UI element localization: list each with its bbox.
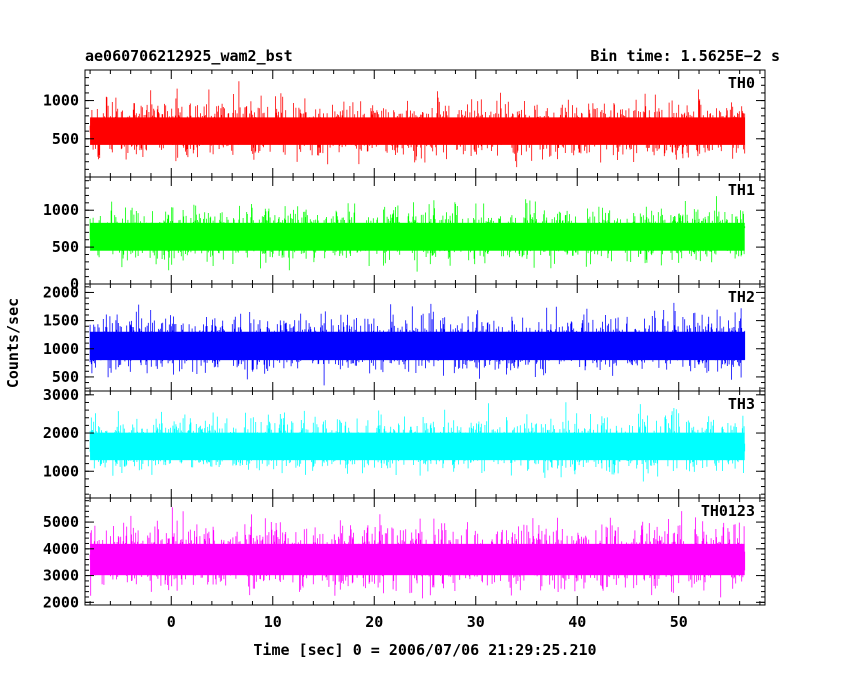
chart-title: ae060706212925_wam2_bst — [85, 47, 293, 65]
y-axis-label: Counts/sec — [4, 298, 22, 388]
panel-name-label: TH1 — [728, 181, 755, 199]
x-axis-label: Time [sec] 0 = 2006/07/06 21:29:25.210 — [253, 641, 596, 659]
y-tick-label: 500 — [52, 238, 79, 256]
y-tick-label: 3000 — [43, 567, 79, 585]
y-tick-label: 1000 — [43, 340, 79, 358]
series-th0 — [89, 81, 746, 168]
panel-th3: 1000 2000 3000 TH3 — [43, 386, 766, 499]
series-th3 — [89, 402, 746, 482]
y-tick-label: 2000 — [43, 593, 79, 611]
y-tick-label: 500 — [52, 130, 79, 148]
x-tick-label: 50 — [670, 613, 688, 631]
y-tick-label: 1000 — [43, 462, 79, 480]
panel-frame — [84, 497, 766, 606]
y-tick-label: 4000 — [43, 540, 79, 558]
y-tick-label: 500 — [52, 368, 79, 386]
y-tick-label: 1000 — [43, 201, 79, 219]
panel-th0123: 2000 3000 4000 5000 TH0123 — [43, 497, 766, 611]
y-tick-label: 0 — [70, 275, 79, 293]
y-tick-label: 2000 — [43, 283, 79, 301]
panel-name-label: TH2 — [728, 288, 755, 306]
series-th0123 — [89, 507, 746, 599]
y-tick-label: 3000 — [43, 386, 79, 404]
y-tick-label: 1000 — [43, 92, 79, 110]
panel-name-label: TH3 — [728, 395, 755, 413]
series-th1 — [89, 196, 746, 272]
series-th2 — [89, 302, 746, 386]
panel-th0: 500 1000 TH0 — [43, 69, 766, 178]
panel-name-label: TH0123 — [701, 502, 755, 520]
y-tick-label: 1500 — [43, 312, 79, 330]
y-tick-label: 5000 — [43, 513, 79, 531]
panel-th1: 0 500 1000 TH1 — [43, 176, 766, 293]
x-axis: 0 10 20 30 40 50 — [167, 613, 688, 631]
panels-group: 500 1000 TH0 0 500 1000 TH1 500 1000 1500 2000 TH2 1… — [43, 69, 766, 611]
x-tick-label: 20 — [365, 613, 383, 631]
y-tick-label: 2000 — [43, 424, 79, 442]
panel-th2: 500 1000 1500 2000 TH2 — [43, 283, 766, 392]
x-tick-label: 40 — [568, 613, 586, 631]
x-tick-label: 10 — [264, 613, 282, 631]
x-tick-label: 0 — [167, 613, 176, 631]
bin-time-label: Bin time: 1.5625E−2 s — [590, 47, 780, 65]
panel-name-label: TH0 — [728, 74, 755, 92]
x-tick-label: 30 — [467, 613, 485, 631]
